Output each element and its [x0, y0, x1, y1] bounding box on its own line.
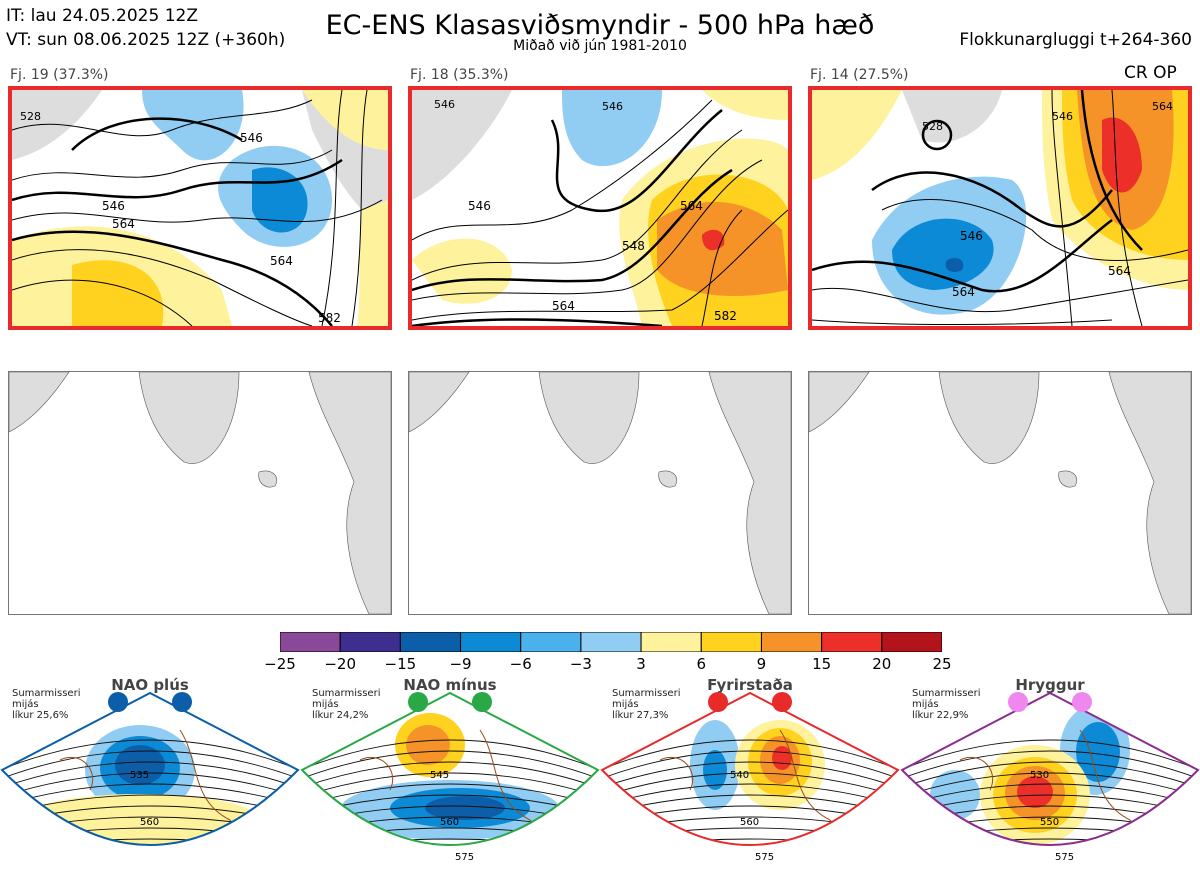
regime-contour-label: 540	[730, 770, 749, 781]
cr-op-tag: CR OP	[1124, 63, 1177, 83]
colorbar-box	[821, 631, 883, 653]
cluster-map-3: 528 546 546 564 564 564	[808, 86, 1192, 330]
regime-marker-dot	[1008, 692, 1028, 712]
contour-label: 546	[602, 100, 623, 113]
regime-marker-dot	[772, 692, 792, 712]
regime-map: 545 560 575	[300, 690, 600, 870]
regime-title: Hryggur	[1015, 676, 1085, 694]
regime-contour-label: 575	[1055, 852, 1074, 863]
regime-contour-label: 550	[1040, 817, 1059, 828]
regime-note: Sumarmisseri mijás líkur 25,6%	[12, 688, 81, 721]
regime-note: Sumarmisseri mijás líkur 24,2%	[312, 688, 381, 721]
contour-label: 582	[318, 311, 341, 325]
colorbar-tick-label: −9	[449, 655, 472, 673]
contour-label: 546	[960, 229, 983, 243]
contour-label: 564	[1108, 264, 1131, 278]
colorbar-box	[399, 631, 462, 653]
regime-contour-label: 560	[440, 817, 459, 828]
regime-contour-label: 535	[130, 770, 149, 781]
empty-map-2	[408, 371, 792, 615]
colorbar-tick-label: −20	[324, 655, 356, 673]
regime-contour-label: 530	[1030, 770, 1049, 781]
regime-marker-dot	[172, 692, 192, 712]
contour-label: 528	[922, 120, 943, 133]
colorbar-box	[520, 631, 582, 653]
initial-time: IT: lau 24.05.2025 12Z	[6, 6, 198, 26]
colorbar-box	[339, 631, 401, 653]
panel-label-1: Fj. 19 (37.3%)	[10, 67, 109, 83]
regime-map: 530 550 575	[900, 690, 1200, 870]
contour-label: 546	[434, 98, 455, 111]
regime-note: Sumarmisseri mijás líkur 27,3%	[612, 688, 681, 721]
colorbar-tick-label: −6	[509, 655, 532, 673]
regime-map: 535 560	[0, 690, 300, 870]
valid-time: VT: sun 08.06.2025 12Z (+360h)	[6, 30, 286, 50]
contour-label: 548	[622, 239, 645, 253]
colorbar-box	[640, 631, 702, 653]
regime-note: Sumarmisseri mijás líkur 22,9%	[912, 688, 981, 721]
colorbar-tick-label: −15	[384, 655, 417, 673]
contour-label: 564	[952, 285, 975, 299]
regime-contour-label: 560	[140, 817, 159, 828]
colorbar-box	[580, 631, 642, 653]
contour-label: 582	[714, 309, 737, 323]
classification-window: Flokkunargluggi t+264-360	[959, 30, 1192, 50]
panel-label-2: Fj. 18 (35.3%)	[410, 67, 509, 83]
regime-marker-dot	[708, 692, 728, 712]
colorbar-tick-label: −25	[264, 655, 296, 673]
cluster-map-2: 546 546 546 564 564 582 548	[408, 86, 792, 330]
regime-marker-dot	[408, 692, 428, 712]
contour-label: 564	[270, 254, 293, 268]
colorbar-box	[279, 631, 341, 653]
regime-map: 540 560 575	[600, 690, 900, 870]
contour-label: 564	[112, 217, 135, 231]
contour-label: 546	[1052, 110, 1073, 123]
regime-contour-label: 560	[740, 817, 759, 828]
regime-contour-label: 575	[755, 852, 774, 863]
regime-title: Fyrirstaða	[707, 676, 793, 694]
colorbar	[279, 631, 943, 653]
contour-label: 546	[240, 131, 263, 145]
contour-label: 564	[552, 299, 575, 313]
colorbar-tick-label: −3	[569, 655, 592, 673]
colorbar-tick-label: 6	[696, 655, 707, 673]
colorbar-box	[760, 631, 823, 653]
panel-label-3: Fj. 14 (27.5%)	[810, 67, 909, 83]
page-title: EC-ENS Klasasviðsmyndir - 500 hPa hæð	[325, 10, 875, 41]
contour-label: 546	[468, 199, 491, 213]
colorbar-tick-label: 3	[636, 655, 646, 673]
colorbar-tick-label: 20	[872, 655, 892, 673]
colorbar-tick-label: 9	[756, 655, 767, 673]
contour-label: 528	[20, 110, 41, 123]
regime-marker-dot	[108, 692, 128, 712]
regime-marker-dot	[1072, 692, 1092, 712]
regime-marker-dot	[472, 692, 492, 712]
regime-title: NAO mínus	[403, 676, 497, 694]
contour-label: 564	[680, 199, 703, 213]
regime-contour-label: 575	[455, 852, 474, 863]
contour-label: 546	[102, 199, 125, 213]
colorbar-tick-label: 15	[812, 655, 832, 673]
cluster-map-1: 528 546 546 564 564 582	[8, 86, 392, 330]
contour-label: 564	[1152, 100, 1173, 113]
colorbar-box	[700, 631, 762, 653]
empty-map-1	[8, 371, 392, 615]
colorbar-box	[881, 631, 943, 653]
page-subtitle: Miðað við jún 1981-2010	[513, 38, 687, 54]
regime-contour-label: 545	[430, 770, 449, 781]
empty-map-3	[808, 371, 1192, 615]
colorbar-tick-label: 25	[932, 655, 952, 673]
regime-title: NAO plús	[111, 676, 189, 694]
colorbar-box	[460, 631, 522, 653]
